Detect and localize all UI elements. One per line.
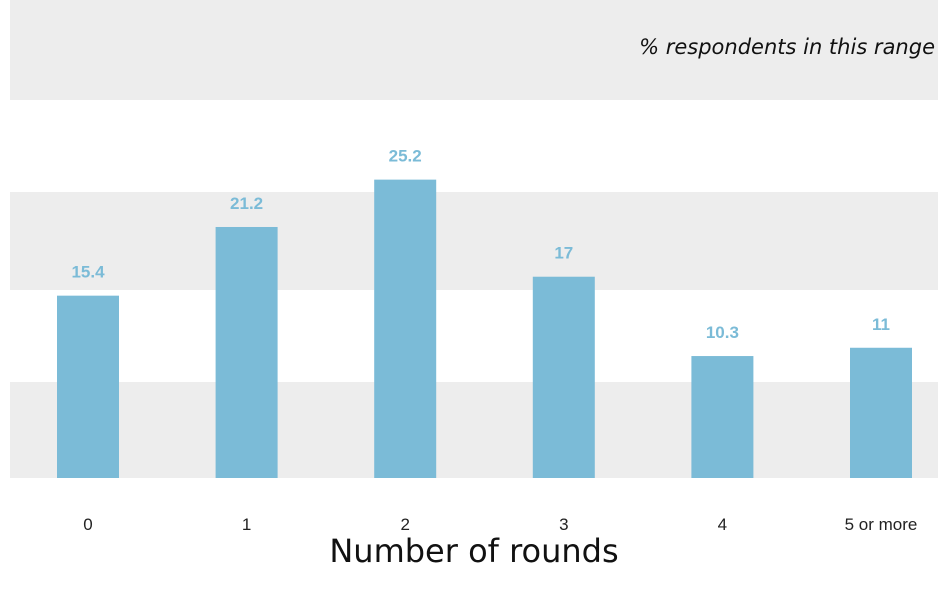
background-band bbox=[10, 382, 938, 478]
value-label: 25.2 bbox=[389, 147, 422, 166]
bar-3 bbox=[532, 276, 595, 478]
value-label: 11 bbox=[872, 315, 890, 334]
value-label: 21.2 bbox=[230, 194, 263, 213]
value-label: 10.3 bbox=[706, 323, 739, 342]
bar-4 bbox=[691, 356, 754, 478]
background-band bbox=[10, 192, 938, 290]
x-axis-label: Number of rounds bbox=[329, 532, 618, 570]
background-band bbox=[10, 0, 938, 100]
x-tick-label: 1 bbox=[242, 515, 251, 534]
value-label: 17 bbox=[554, 244, 573, 263]
bars bbox=[57, 179, 912, 478]
bar-1 bbox=[215, 226, 278, 478]
x-tick-labels: 0 1 2 3 4 5 or more bbox=[83, 515, 917, 534]
bar-2 bbox=[374, 179, 437, 478]
x-tick-label: 3 bbox=[559, 515, 568, 534]
x-tick-label: 5 or more bbox=[845, 515, 918, 534]
bar-5-or-more bbox=[850, 347, 912, 478]
x-tick-label: 0 bbox=[83, 515, 92, 534]
value-labels: 15.4 21.2 25.2 17 10.3 11 bbox=[71, 147, 890, 342]
background-bands bbox=[10, 0, 938, 478]
x-tick-label: 4 bbox=[718, 515, 727, 534]
x-tick-label: 2 bbox=[400, 515, 409, 534]
bar-0 bbox=[57, 295, 119, 478]
chart-subtitle: % respondents in this range bbox=[639, 35, 935, 59]
value-label: 15.4 bbox=[71, 263, 105, 282]
